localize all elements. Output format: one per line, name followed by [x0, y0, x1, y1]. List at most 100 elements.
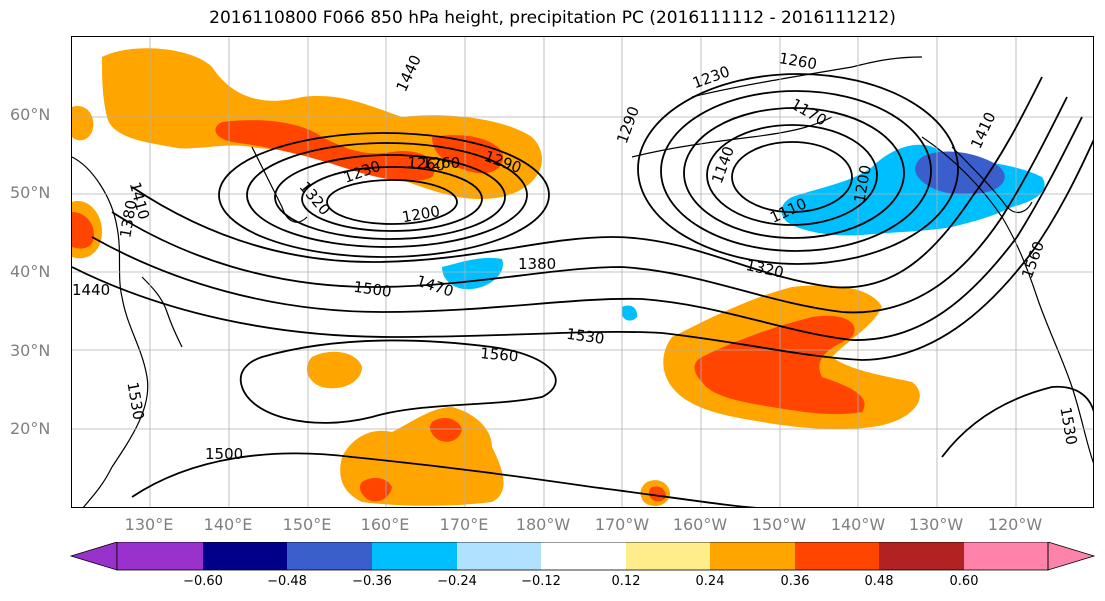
- lon-label-170w: 170°W: [594, 515, 650, 534]
- colorbar-tick-label: 0.48: [864, 574, 894, 589]
- coast-alaska: [691, 56, 923, 98]
- contour-label: 1500: [352, 278, 392, 301]
- precip-shading: [72, 48, 1045, 507]
- contour-east-low-4: [660, 90, 932, 252]
- lat-label-40n: 40°N: [10, 262, 51, 281]
- colorbar-frame: [116, 542, 1049, 571]
- graticule: [72, 37, 1093, 507]
- contour-west-low-3: [274, 154, 506, 240]
- contour-wave-3: [91, 116, 1083, 341]
- lon-label-150e: 150°E: [282, 515, 332, 534]
- precip-positive-nw-core: [215, 120, 435, 182]
- contour-label: 1290: [613, 104, 643, 146]
- colorbar-tick-label: −0.48: [267, 574, 307, 589]
- colorbar-tick-label: −0.60: [183, 574, 223, 589]
- coast-nw-america: [921, 136, 1093, 464]
- lon-label-160w: 160°W: [672, 515, 728, 534]
- contour-label: 1440: [72, 281, 110, 299]
- colorbar: [69, 542, 1096, 571]
- contour-label: 1260: [406, 153, 446, 174]
- colorbar-bin: [372, 542, 457, 570]
- colorbar-tick-label: −0.12: [521, 574, 561, 589]
- precip-positive-south2-core: [359, 477, 392, 502]
- contour-label: 1410: [967, 109, 999, 151]
- precip-negative-small: [622, 305, 638, 321]
- contour-label: 1260: [422, 154, 460, 172]
- coast-bc: [951, 146, 1033, 214]
- contour-label: 1530: [1056, 406, 1080, 447]
- colorbar-bin: [795, 542, 879, 570]
- lat-label-30n: 30°N: [10, 341, 51, 360]
- contour-east-low-3: [683, 107, 905, 239]
- precip-positive-central-core: [694, 315, 865, 415]
- contour-1560: [239, 339, 557, 424]
- precip-positive-south2-core2: [429, 417, 462, 442]
- colorbar-bin: [964, 542, 1048, 570]
- lon-label-130e: 130°E: [124, 515, 174, 534]
- contour-label: 1530: [565, 325, 605, 348]
- contour-wave-2: [111, 96, 1068, 314]
- colorbar-extend-left: [69, 542, 118, 571]
- contour-label: 1560: [1018, 239, 1048, 281]
- coastlines: [72, 56, 1093, 507]
- chart-title: 2016110800 F066 850 hPa height, precipit…: [209, 8, 896, 28]
- contour-label: 1530: [123, 381, 147, 422]
- contour-1530-se: [941, 385, 1093, 458]
- colorbar-tick-label: 0.60: [949, 574, 979, 589]
- map-panel[interactable]: 1440 1410 1380 1440 1320 1230 1260 1290 …: [71, 36, 1094, 508]
- precip-negative-mid: [442, 257, 503, 290]
- precip-positive-nw: [102, 48, 542, 199]
- map-svg: 1440 1410 1380 1440 1320 1230 1260 1290 …: [72, 37, 1093, 507]
- contour-label: 1380: [116, 199, 140, 240]
- contour-east-low-5: [637, 73, 959, 265]
- contour-west-low-5: [218, 132, 550, 258]
- lon-label-180w: 180°W: [515, 515, 571, 534]
- precip-positive-south3-core: [648, 486, 666, 502]
- contour-label: 1140: [708, 144, 738, 186]
- colorbar-bin: [117, 542, 203, 570]
- contour-label: 1260: [778, 49, 819, 73]
- precip-positive-left-core: [72, 212, 94, 249]
- contour-wave-4: [72, 139, 1093, 361]
- colorbar-bin: [879, 542, 964, 570]
- lon-label-130w: 130°W: [908, 515, 964, 534]
- lon-label-140e: 140°E: [203, 515, 253, 534]
- contour-west-low-2: [301, 166, 483, 232]
- colorbar-bin: [203, 542, 287, 570]
- contour-label: 1380: [518, 255, 556, 273]
- precip-positive-nw-core2: [432, 135, 503, 174]
- lon-label-150w: 150°W: [751, 515, 807, 534]
- contour-1500-south: [131, 452, 757, 507]
- colorbar-bin: [710, 542, 795, 570]
- contour-label: 1500: [205, 445, 243, 463]
- colorbar-bin: [541, 542, 626, 570]
- colorbar-bin: [626, 542, 710, 570]
- colorbar-bin: [457, 542, 541, 570]
- contour-label: 1320: [744, 256, 785, 282]
- contour-label: 1230: [690, 62, 732, 92]
- lat-label-60n: 60°N: [10, 105, 51, 124]
- contour-west-low-4: [246, 142, 528, 248]
- precip-positive-south1: [306, 351, 362, 389]
- lon-label-160e: 160°E: [360, 515, 410, 534]
- lon-label-140w: 140°W: [830, 515, 886, 534]
- contour-label: 1560: [479, 344, 519, 365]
- contour-west-low-1: [326, 179, 458, 225]
- lat-label-20n: 20°N: [10, 419, 51, 438]
- colorbar-extend-right: [1047, 542, 1096, 571]
- colorbar-tick-label: 0.12: [611, 574, 641, 589]
- height-contours: [72, 73, 1093, 507]
- lat-label-50n: 50°N: [10, 183, 51, 202]
- colorbar-bin: [287, 542, 372, 570]
- colorbar-tick-label: −0.24: [437, 574, 477, 589]
- contour-wave-1: [131, 76, 1043, 289]
- lon-label-120w: 120°W: [987, 515, 1043, 534]
- lon-label-170e: 170°E: [439, 515, 489, 534]
- contour-east-low-1: [731, 141, 853, 213]
- coast-japan: [141, 276, 183, 348]
- coast-asia: [72, 156, 149, 507]
- contour-label: 1200: [401, 202, 442, 226]
- colorbar-tick-label: −0.36: [352, 574, 392, 589]
- contour-label: 1440: [393, 52, 425, 94]
- precip-positive-left2: [72, 106, 94, 141]
